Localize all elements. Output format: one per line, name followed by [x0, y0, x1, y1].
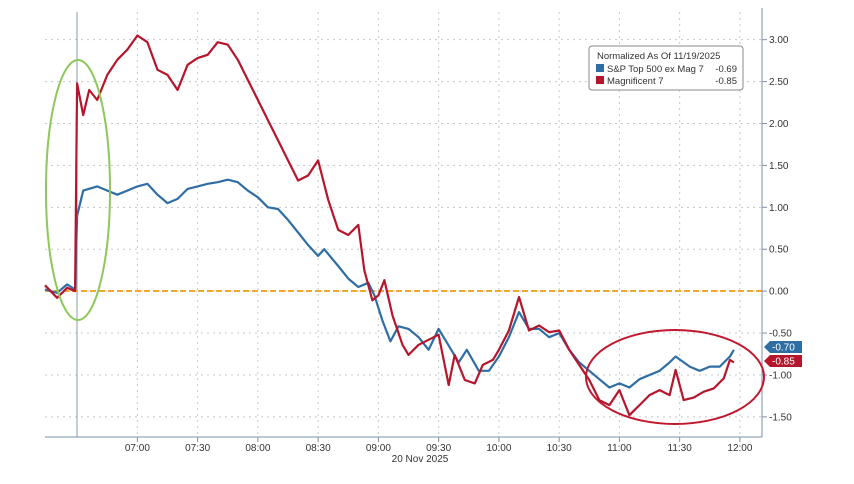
legend-label-mag7: Magnificent 7	[607, 76, 664, 87]
x-tick-label: 10:00	[486, 443, 511, 454]
x-tick-label: 07:30	[185, 443, 210, 454]
y-tick-label: 1.00	[769, 203, 789, 214]
legend-swatch-sp	[596, 64, 604, 72]
last-value-label-0: -0.70	[772, 343, 795, 354]
x-tick-label: 12:00	[727, 443, 752, 454]
last-value-badge-0	[764, 341, 802, 353]
y-tick-label: 2.00	[769, 119, 789, 130]
y-tick-label: 2.50	[769, 77, 789, 88]
legend-label-sp: S&P Top 500 ex Mag 7	[607, 64, 704, 75]
x-ticks: 07:00 07:30 08:00 08:30 09:00 09:30 10:00 10:30…	[125, 437, 753, 454]
last-value-badge-1	[764, 355, 802, 367]
x-tick-label: 08:00	[245, 443, 270, 454]
red-annotation-ellipse	[585, 329, 765, 425]
y-tick-label: 0.00	[769, 287, 789, 298]
y-tick-label: -1.00	[769, 370, 792, 381]
legend-title: Normalized As Of 11/19/2025	[597, 51, 720, 62]
last-value-label-1: -0.85	[772, 357, 795, 368]
end-labels: -0.70 -0.85	[764, 341, 802, 368]
y-tick-label: 0.50	[769, 245, 789, 256]
grid	[45, 12, 762, 437]
series-group	[44, 34, 735, 417]
x-tick-label: 11:30	[668, 443, 693, 454]
green-annotation-ellipse	[45, 59, 111, 321]
x-tick-label: 07:00	[125, 443, 150, 454]
y-ticks: 3.00 2.50 2.00 1.50 1.00 0.50 0.00 -0.50 -1.00 -1…	[762, 35, 792, 423]
y-tick-label: -1.50	[769, 412, 792, 423]
legend-value-sp: -0.69	[715, 64, 737, 75]
x-tick-label: 09:00	[366, 443, 391, 454]
y-tick-label: 3.00	[769, 35, 789, 46]
legend: Normalized As Of 11/19/2025 S&P Top 500 …	[588, 45, 744, 91]
x-tick-label: 09:30	[426, 443, 451, 454]
y-tick-label: -0.50	[769, 329, 792, 340]
series-line-1	[44, 34, 735, 417]
series-line-0	[44, 178, 735, 389]
x-tick-label: 10:30	[547, 443, 572, 454]
y-tick-label: 1.50	[769, 161, 789, 172]
x-tick-label: 11:00	[607, 443, 632, 454]
x-axis-label: 20 Nov 2025	[392, 454, 449, 465]
legend-swatch-mag7	[596, 76, 604, 84]
legend-value-mag7: -0.85	[715, 76, 737, 87]
x-tick-label: 08:30	[306, 443, 331, 454]
